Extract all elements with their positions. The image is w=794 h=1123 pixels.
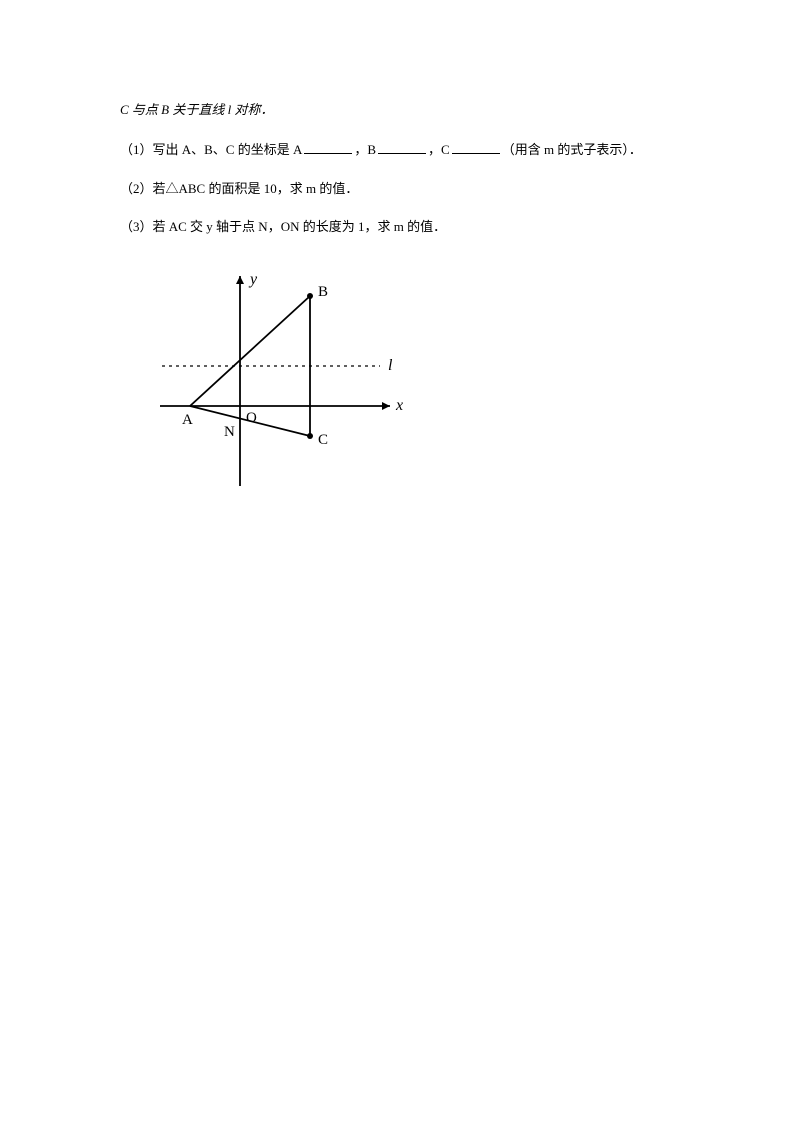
q1-suffix: （用含 m 的式子表示）． (502, 142, 642, 157)
blank-A (304, 139, 352, 154)
svg-text:A: A (182, 412, 193, 428)
var-C: C 与点 B 关于直线 l 对称． (120, 102, 273, 117)
svg-text:l: l (388, 357, 393, 374)
blank-C (452, 139, 500, 154)
question-3: （3）若 AC 交 y 轴于点 N，ON 的长度为 1，求 m 的值． (120, 217, 680, 238)
coordinate-diagram: y x l A B C ON (150, 256, 680, 520)
svg-text:C: C (318, 432, 328, 448)
context-line: C 与点 B 关于直线 l 对称． (120, 100, 680, 121)
q1-prefix: （1）写出 A、B、C 的坐标是 A (120, 142, 302, 157)
svg-text:N: N (224, 424, 235, 440)
svg-text:x: x (395, 397, 403, 414)
svg-text:y: y (248, 271, 258, 288)
question-1: （1）写出 A、B、C 的坐标是 A ，B ，C （用含 m 的式子表示）． (120, 139, 680, 161)
svg-text:B: B (318, 284, 328, 300)
diagram-svg: y x l A B C ON (150, 256, 410, 516)
q1-sep1: ，B (354, 142, 376, 157)
blank-B (378, 139, 426, 154)
problem-content: C 与点 B 关于直线 l 对称． （1）写出 A、B、C 的坐标是 A ，B ，C… (120, 100, 680, 520)
svg-text:O: O (246, 410, 257, 426)
q1-sep2: ，C (428, 142, 450, 157)
question-2: （2）若△ABC 的面积是 10，求 m 的值． (120, 179, 680, 200)
